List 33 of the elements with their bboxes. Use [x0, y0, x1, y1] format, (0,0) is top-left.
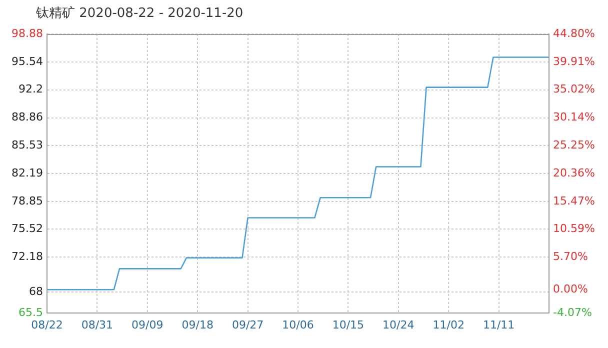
- y2-tick-label: 15.47%: [553, 194, 595, 208]
- y2-tick-label: 39.91%: [553, 54, 595, 68]
- y-tick-label: 68: [29, 284, 43, 298]
- x-tick-label: 09/09: [132, 318, 164, 332]
- y-tick-label: 65.5: [18, 306, 43, 319]
- y2-tick-label: 25.25%: [553, 138, 595, 152]
- y-tick-label: 98.88: [12, 26, 43, 40]
- y2-tick-label: 35.02%: [553, 82, 595, 96]
- y-tick-label: 85.53: [12, 138, 43, 152]
- y-tick-label: 88.86: [12, 110, 43, 124]
- y-tick-label: 75.52: [12, 222, 43, 236]
- x-tick-label: 08/31: [81, 318, 114, 332]
- x-tick-label: 11/11: [482, 318, 515, 332]
- x-tick-label: 09/27: [232, 318, 264, 332]
- y2-tick-label: 44.80%: [553, 26, 595, 40]
- y-tick-label: 78.85: [12, 194, 43, 208]
- y2-tick-label: 30.14%: [553, 110, 595, 124]
- y2-tick-label: 20.36%: [553, 166, 595, 180]
- y-tick-label: 82.19: [12, 166, 43, 180]
- x-tick-label: 10/24: [382, 318, 414, 332]
- y-tick-label: 72.18: [12, 250, 43, 264]
- y2-tick-label: 0.00%: [553, 282, 588, 296]
- x-tick-label: 11/02: [432, 318, 464, 332]
- x-tick-label: 09/18: [182, 318, 214, 332]
- y-tick-label: 95.54: [12, 54, 43, 68]
- y2-tick-label: 5.70%: [553, 250, 588, 264]
- y-tick-label: 92.2: [18, 82, 43, 96]
- x-tick-label: 08/22: [31, 318, 63, 332]
- x-tick-label: 10/06: [282, 318, 314, 332]
- y2-tick-label: 10.59%: [553, 222, 595, 236]
- y2-tick-label: -4.07%: [553, 306, 592, 319]
- chart-title: 钛精矿 2020-08-22 - 2020-11-20: [36, 5, 244, 22]
- x-tick-label: 10/15: [332, 318, 364, 332]
